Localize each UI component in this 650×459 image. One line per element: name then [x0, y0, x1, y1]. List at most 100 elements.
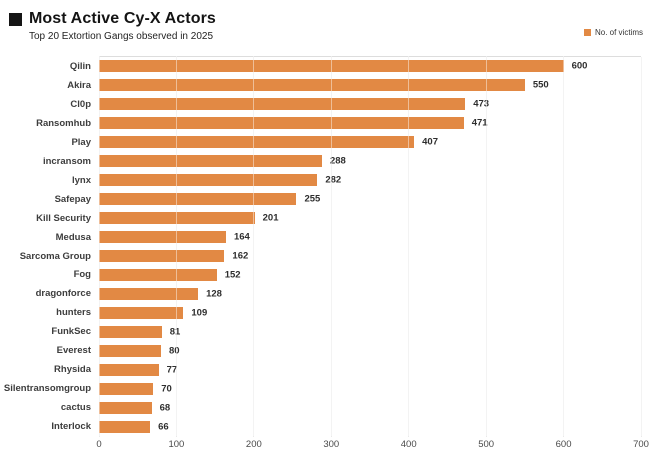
bar: [99, 420, 151, 433]
bar: [99, 363, 159, 376]
bar: [99, 212, 255, 225]
x-axis-tick-label: 700: [633, 439, 649, 450]
value-label: 68: [159, 402, 171, 414]
category-label: Silentransomgroup: [3, 383, 91, 395]
bar-track: 81: [99, 322, 641, 341]
bar-row: Medusa 164: [0, 228, 650, 247]
value-label: 109: [191, 307, 208, 319]
bar-row: Rhysida 77: [0, 360, 650, 379]
gridline: [330, 57, 332, 437]
legend-label: No. of victims: [594, 28, 643, 37]
bar-row: Ransomhub 471: [0, 114, 650, 133]
bar: [99, 401, 152, 414]
bar-track: 471: [99, 114, 641, 133]
value-label: 152: [224, 269, 241, 281]
bar: [99, 382, 154, 395]
value-label: 70: [161, 383, 172, 395]
category-label: Akira: [67, 79, 91, 91]
value-label: 288: [329, 155, 346, 167]
bar-track: 201: [99, 209, 641, 228]
gridline: [485, 57, 487, 437]
value-label: 282: [325, 174, 342, 186]
category-label: Safepay: [54, 193, 91, 205]
category-label: Medusa: [55, 231, 91, 243]
value-label: 471: [471, 117, 488, 129]
x-axis-tick-label: 100: [168, 439, 185, 450]
category-label: Interlock: [51, 421, 91, 433]
value-label: 407: [422, 136, 438, 148]
category-label: Kill Security: [36, 212, 91, 224]
category-label: Rhysida: [54, 364, 91, 376]
category-label: Everest: [56, 345, 91, 357]
bar: [99, 231, 226, 244]
bar-row: Interlock 66: [0, 417, 650, 436]
category-label: cactus: [60, 402, 91, 414]
bar-row: Fog 152: [0, 265, 650, 284]
bar-track: 70: [99, 379, 641, 398]
bar-track: 66: [99, 417, 641, 436]
chart-title: Most Active Cy-X Actors: [29, 10, 216, 27]
bar-row: incransom 288: [0, 152, 650, 171]
bar: [99, 193, 297, 206]
value-label: 600: [571, 60, 588, 72]
bar: [99, 250, 225, 262]
category-label: dragonforce: [35, 288, 91, 300]
bar-track: 109: [99, 303, 641, 322]
bar: [99, 306, 184, 319]
bar-row: Qilin 600: [0, 57, 650, 76]
gridline: [253, 57, 255, 437]
x-axis: 0 100 200 300 400 500 600 700: [96, 439, 649, 453]
bar: [99, 174, 318, 187]
category-label: FunkSec: [51, 326, 91, 338]
bar: [99, 268, 217, 281]
bar-row: Play 407: [0, 133, 650, 152]
bar-track: 162: [99, 247, 641, 266]
x-axis-tick-label: 300: [323, 439, 340, 450]
gridline: [408, 57, 410, 437]
bar-row: FunkSec 81: [0, 322, 650, 341]
bar-row: hunters 109: [0, 303, 650, 322]
value-label: 81: [169, 326, 181, 338]
gridlines-under: [98, 56, 642, 437]
category-label: Sarcoma Group: [19, 250, 91, 262]
x-axis-tick-label: 0: [96, 439, 102, 450]
bar-row: Cl0p 473: [0, 95, 650, 114]
value-label: 164: [233, 231, 250, 243]
x-axis-tick-label: 400: [400, 439, 417, 450]
bar-row: cactus 68: [0, 398, 650, 417]
bar-track: 288: [99, 152, 641, 171]
bar-track: 600: [99, 57, 641, 76]
category-label: hunters: [56, 307, 91, 319]
bar-row: Kill Security 201: [0, 209, 650, 228]
category-label: Fog: [73, 269, 91, 281]
x-axis-tick-label: 500: [478, 439, 495, 450]
bar-row: Silentransomgroup 70: [0, 379, 650, 398]
category-label: lynx: [71, 174, 91, 186]
bar-row: dragonforce 128: [0, 284, 650, 303]
bar-track: 68: [99, 398, 641, 417]
bar: [99, 287, 199, 300]
value-label: 128: [206, 288, 222, 300]
bar-track: 164: [99, 228, 641, 247]
gridline: [563, 57, 565, 437]
bar-row: Safepay 255: [0, 190, 650, 209]
bar: [99, 60, 564, 73]
gridline: [98, 57, 100, 437]
bar: [99, 98, 466, 111]
category-label: incransom: [42, 155, 91, 167]
bar-track: 473: [99, 95, 641, 114]
bar: [99, 344, 161, 357]
bar-row: Sarcoma Group 162: [0, 247, 650, 266]
bar: [99, 117, 464, 130]
bar-track: 282: [99, 171, 641, 190]
chart-header: Most Active Cy-X Actors: [9, 10, 216, 28]
plot-area: Qilin 600 Akira 550 Cl0p 473 Ransomhub 471 Play 4…: [0, 57, 650, 436]
category-label: Ransomhub: [36, 117, 91, 129]
value-label: 66: [158, 421, 169, 433]
chart-subtitle: Top 20 Extortion Gangs observed in 2025: [29, 31, 214, 42]
bar: [99, 325, 162, 338]
gridline: [640, 57, 642, 437]
legend: No. of victims: [583, 28, 643, 37]
title-marker-square-icon: [9, 12, 22, 26]
